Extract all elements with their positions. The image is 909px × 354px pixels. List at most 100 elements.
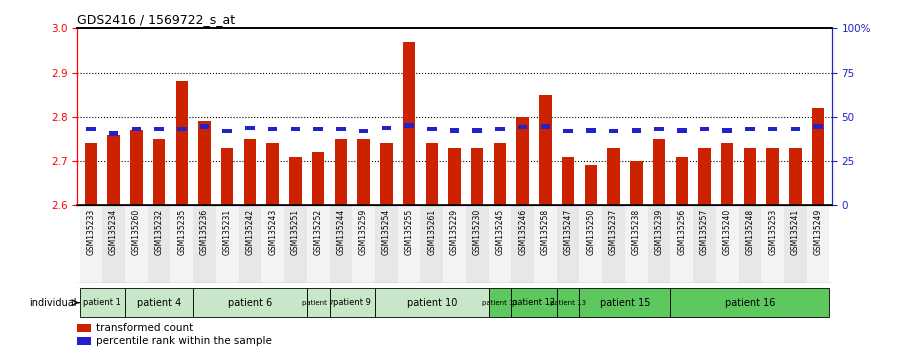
Bar [715,205,738,283]
Bar [86,127,95,131]
Bar [193,205,215,283]
Text: GDS2416 / 1569722_s_at: GDS2416 / 1569722_s_at [77,13,235,26]
Bar [336,127,345,131]
Bar [580,205,602,283]
Text: GSM135235: GSM135235 [177,209,186,256]
Bar [80,205,102,283]
Text: patient 4: patient 4 [137,298,181,308]
Text: individual: individual [28,298,76,308]
Bar [425,143,438,205]
Bar [102,205,125,283]
Bar [289,156,302,205]
Bar [465,205,489,283]
Bar [556,205,580,283]
Text: GSM135249: GSM135249 [814,209,823,256]
Bar [534,205,556,283]
Bar [539,95,552,205]
Bar [495,127,504,131]
Bar [223,129,232,133]
Bar [215,205,238,283]
Bar [700,127,709,131]
Bar [518,125,527,129]
Bar [494,143,506,205]
Bar [352,205,375,283]
Bar [200,124,209,129]
Bar [471,148,484,205]
Text: GSM135248: GSM135248 [745,209,754,255]
Text: GSM135260: GSM135260 [132,209,141,256]
Bar [357,139,370,205]
Text: patient 16: patient 16 [724,298,775,308]
Bar [745,127,754,131]
Bar [450,129,459,133]
Text: GSM135229: GSM135229 [450,209,459,255]
Text: percentile rank within the sample: percentile rank within the sample [96,336,272,346]
Text: GSM135239: GSM135239 [654,209,664,256]
Text: GSM135255: GSM135255 [405,209,414,256]
Bar [107,135,120,205]
Bar [609,129,618,133]
Bar [670,205,693,283]
Bar [511,205,534,283]
Text: patient 6: patient 6 [228,298,272,308]
Text: patient 15: patient 15 [600,298,650,308]
Text: GSM135259: GSM135259 [359,209,368,256]
Bar [405,124,414,128]
Bar [632,129,641,133]
Text: GSM135232: GSM135232 [155,209,164,255]
Bar [744,148,756,205]
Bar [198,121,211,205]
Bar [380,143,393,205]
Text: GSM135246: GSM135246 [518,209,527,256]
Bar [238,205,262,283]
Text: GSM135230: GSM135230 [473,209,482,256]
Bar [489,288,511,317]
Text: GSM135236: GSM135236 [200,209,209,256]
Bar [125,288,194,317]
Bar [403,41,415,205]
Bar [541,124,550,129]
Bar [511,288,556,317]
Bar [329,288,375,317]
Bar [580,288,670,317]
Bar [768,127,777,131]
Bar [607,148,620,205]
Bar [489,205,511,283]
Bar [314,127,323,131]
Bar [698,148,711,205]
Text: GSM135243: GSM135243 [268,209,277,256]
Bar [125,205,147,283]
Bar [109,131,118,136]
Text: patient 13: patient 13 [550,300,586,306]
Bar [291,127,300,131]
Bar [602,205,625,283]
Bar [193,288,306,317]
Text: GSM135242: GSM135242 [245,209,255,255]
Bar [329,205,353,283]
Bar [723,129,732,133]
Bar [807,205,829,283]
Bar [307,205,330,283]
Bar [171,205,193,283]
Bar [624,205,647,283]
Bar [556,288,580,317]
Text: patient 11: patient 11 [482,300,518,306]
Text: GSM135237: GSM135237 [609,209,618,256]
Bar [443,205,465,283]
Bar [675,156,688,205]
Bar [177,127,186,131]
Bar [284,205,307,283]
Bar [147,205,171,283]
Bar [812,108,824,205]
Bar [132,127,141,131]
Text: patient 10: patient 10 [406,298,457,308]
Text: GSM135233: GSM135233 [86,209,95,256]
Bar [80,288,125,317]
Text: patient 7: patient 7 [303,300,334,306]
Bar [693,205,716,283]
Bar [647,205,670,283]
Bar [382,126,391,130]
Text: GSM135250: GSM135250 [586,209,595,256]
Text: GSM135258: GSM135258 [541,209,550,255]
Text: GSM135238: GSM135238 [632,209,641,255]
